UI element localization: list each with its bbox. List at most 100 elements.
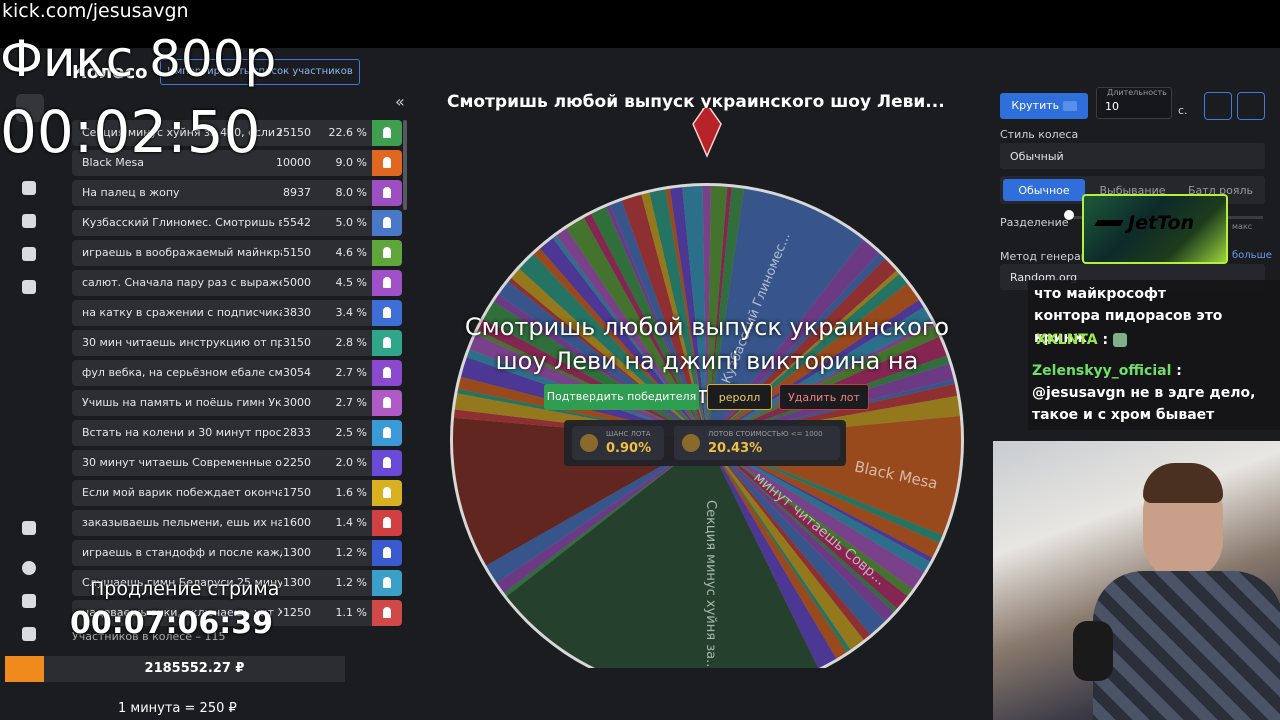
lot-row[interactable]: Секция минус хуйня за 450, если вы...251… <box>72 120 402 146</box>
lot-row[interactable]: На палец в жопу 8937 8.0 % <box>72 180 402 206</box>
lot-icon <box>383 397 391 408</box>
icon-layers[interactable] <box>22 214 36 228</box>
extension-total: 2185552.27 ₽ <box>144 661 245 676</box>
lot-icon <box>383 487 391 498</box>
split-max: макс <box>1232 222 1253 231</box>
lot-percent: 9.0 % <box>335 156 367 169</box>
ad-banner[interactable]: JetTon <box>1082 194 1228 264</box>
chat-message: что майкрософт контора пидорасов это кри… <box>1034 286 1223 346</box>
icon-github[interactable] <box>22 561 36 575</box>
lot-row[interactable]: 30 минут читаешь Современные опе...2250 2… <box>72 450 402 476</box>
icon-donate[interactable] <box>22 627 36 641</box>
lot-color <box>372 180 402 206</box>
lot-percent: 1.6 % <box>335 486 367 499</box>
random-button[interactable] <box>1204 92 1232 120</box>
lot-name: Если мой варик побеждает окончател... <box>82 486 282 499</box>
duration-input[interactable]: Длительность 10 <box>1096 87 1172 119</box>
lot-row[interactable]: Кузбасский Глиномес. Смотришь в ка...554… <box>72 210 402 236</box>
icon-language[interactable] <box>22 521 36 535</box>
lot-color <box>372 420 402 446</box>
lot-row[interactable]: Встать на колени и 30 минут просить ...2… <box>72 420 402 446</box>
lot-percent: 1.1 % <box>335 606 367 619</box>
import-button[interactable]: Импортировать список участников <box>160 59 360 85</box>
mode-tab[interactable]: Батл рояль <box>1187 184 1254 197</box>
lot-amount: 5150 <box>283 246 311 259</box>
delete-button[interactable]: Удалить лот <box>779 384 869 410</box>
stat-label: ШАНС ЛОТА <box>606 430 651 438</box>
lot-row[interactable]: Если мой варик побеждает окончател...175… <box>72 480 402 506</box>
lot-name: На палец в жопу <box>82 186 180 199</box>
lot-icon <box>383 337 391 348</box>
lot-color <box>372 390 402 416</box>
lot-color <box>372 150 402 176</box>
wheel-segment <box>707 440 897 612</box>
lot-color <box>372 480 402 506</box>
icon-telegram[interactable] <box>22 594 36 608</box>
lot-percent: 22.6 % <box>328 126 367 139</box>
lot-percent: 4.6 % <box>335 246 367 259</box>
webcam <box>993 441 1280 720</box>
lot-row[interactable]: Учишь на память и поёшь гимн Украи...300… <box>72 390 402 416</box>
lot-name: играешь в стандофф и после каждой ... <box>82 546 282 559</box>
chat-message: XKLNTA : <box>1036 332 1127 348</box>
lot-color <box>372 240 402 266</box>
winner-text: Смотришь любой выпуск украинского шоу Ле… <box>464 313 950 409</box>
lot-row[interactable]: играешь в воображаемый майнкрафт ...5150… <box>72 240 402 266</box>
icon-wheel[interactable] <box>16 94 44 122</box>
lot-icon <box>383 217 391 228</box>
lot-stats: ШАНС ЛОТА 0.90% ЛОТОВ СТОИМОСТЬЮ <= 1000 20… <box>564 420 846 466</box>
lot-percent: 4.5 % <box>335 276 367 289</box>
style-value: Обычный <box>1010 150 1064 163</box>
lot-percent: 8.0 % <box>335 186 367 199</box>
lot-color <box>372 510 402 536</box>
wheel-segment <box>707 440 940 558</box>
lot-percent: 2.5 % <box>335 426 367 439</box>
wheel-segment <box>621 194 707 440</box>
wheel-segment <box>707 440 913 597</box>
wheel-segment <box>707 440 931 573</box>
style-select[interactable]: Обычный <box>1000 143 1265 169</box>
icon-settings[interactable] <box>22 181 36 195</box>
confirm-button[interactable]: Подтвердить победителя <box>544 384 699 410</box>
spin-button[interactable]: Крутить <box>1000 93 1088 119</box>
lot-row[interactable]: на катку в сражении с подписчиками ...38… <box>72 300 402 326</box>
lot-row[interactable]: Слушаешь гимн Беларуси 25 минут и ...130… <box>72 570 402 596</box>
lot-amount: 5000 <box>283 276 311 289</box>
lot-icon <box>383 517 391 528</box>
lot-color <box>372 210 402 236</box>
collapse-button[interactable]: « <box>395 92 405 111</box>
more-link[interactable]: больше <box>1232 250 1272 261</box>
chat-sep: : <box>1176 363 1182 379</box>
lot-row[interactable]: Black Mesa 10000 9.0 % <box>72 150 402 176</box>
wheel-segment <box>610 200 707 440</box>
wheel-segment <box>707 440 933 562</box>
icon-media[interactable] <box>22 280 36 294</box>
spin-dropdown[interactable] <box>1062 101 1077 111</box>
music-button[interactable] <box>1237 92 1265 120</box>
lot-row[interactable]: 30 мин читаешь инструкцию от принт...315… <box>72 330 402 356</box>
mode-tab[interactable]: Обычное <box>1003 179 1085 201</box>
mode-tab[interactable]: Выбывание <box>1099 184 1166 197</box>
lot-amount: 5542 <box>283 216 311 229</box>
lot-amount: 3000 <box>283 396 311 409</box>
icon-shield[interactable] <box>22 247 36 261</box>
lot-row[interactable]: надеваешь очки, включаешь хит XE... 1250 1… <box>72 600 402 626</box>
lot-amount: 2250 <box>283 456 311 469</box>
wheel-segment-label: Секция минус хуйня за... <box>703 500 718 668</box>
method-label: Метод генерации <box>1000 250 1103 263</box>
lot-name: 30 минут читаешь Современные опе... <box>82 456 282 469</box>
lot-row[interactable]: играешь в стандофф и после каждой ...130… <box>72 540 402 566</box>
wheel-segment <box>504 440 707 597</box>
lot-row[interactable]: фул вебка, на серьёзном ебале смотр...30… <box>72 360 402 386</box>
lot-row[interactable]: заказываешь пельмени, ешь их на ка...160… <box>72 510 402 536</box>
split-thumb[interactable] <box>1064 210 1074 220</box>
reroll-button[interactable]: реролл <box>707 384 772 410</box>
lot-name: Учишь на память и поёшь гимн Украи... <box>82 396 282 409</box>
lot-color <box>372 330 402 356</box>
lot-row[interactable]: салют. Сначала пару раз с выражени...500… <box>72 270 402 296</box>
lot-icon <box>383 307 391 318</box>
lot-name: заказываешь пельмени, ешь их на ка... <box>82 516 282 529</box>
style-label: Стиль колеса <box>1000 128 1079 141</box>
